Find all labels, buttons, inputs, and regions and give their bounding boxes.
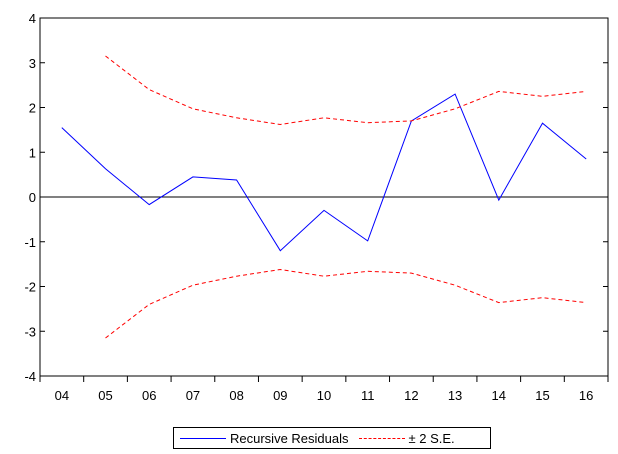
legend-entry-se: ± 2 S.E. [358,430,455,446]
legend-label-se: ± 2 S.E. [408,430,455,446]
legend-label-residuals: Recursive Residuals [230,430,349,446]
x-tick-label: 08 [229,388,243,403]
y-tick-label: -3 [24,324,36,339]
x-tick-label: 09 [273,388,287,403]
x-tick-label: 06 [142,388,156,403]
y-tick-label: 4 [29,11,36,26]
series-line-0 [61,93,587,252]
x-tick-label: 05 [98,388,112,403]
y-tick-label: -1 [24,235,36,250]
x-tick-label: 13 [448,388,462,403]
y-tick-label: 3 [29,56,36,71]
y-tick-label: 0 [29,190,36,205]
y-tick-label: 1 [29,145,36,160]
x-tick-label: 07 [186,388,200,403]
y-tick-label: 2 [29,101,36,116]
x-tick-label: 10 [317,388,331,403]
legend-entry-residuals: Recursive Residuals [180,431,349,446]
x-tick-label: 04 [55,388,69,403]
legend: Recursive Residuals ± 2 S.E. [173,427,491,449]
legend-swatch-se [358,437,405,439]
x-tick-label: 15 [535,388,549,403]
x-tick-label: 12 [404,388,418,403]
x-tick-label: 11 [361,388,375,403]
legend-swatch-residuals [180,437,226,439]
x-tick-label: 14 [492,388,506,403]
series-line-1 [105,55,587,126]
y-tick-label: -4 [24,369,36,384]
series-line-2 [105,268,587,339]
x-tick-label: 16 [579,388,593,403]
y-tick-label: -2 [24,280,36,295]
